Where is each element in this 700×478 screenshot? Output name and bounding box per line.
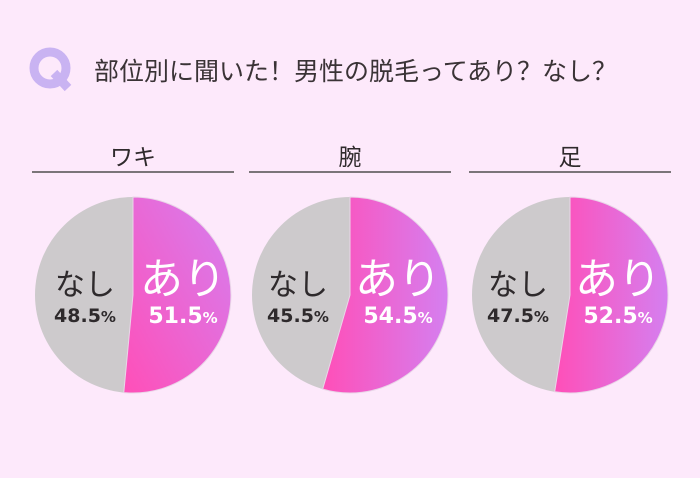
ari-label: あり [575,255,661,305]
ari-slice [554,196,669,394]
nashi-value: 45.5 [267,305,314,327]
divider [32,171,234,173]
divider [469,171,671,173]
pie-chart: なし 45.5% あり 54.5% [250,195,450,395]
ari-value: 52.5 [583,304,638,329]
pie-chart: なし 48.5% あり 51.5% [33,195,233,395]
ari-slice [322,196,449,394]
nashi-label: なし [488,268,548,303]
divider [249,171,451,173]
panel-label: 腕 [338,145,362,171]
nashi-value: 47.5 [487,305,534,327]
q-icon [29,47,72,92]
nashi-value: 48.5 [54,305,101,327]
pie-chart: なし 47.5% あり 52.5% [470,195,670,395]
panel-ashi: 足 なし 47.5% あり 52.5% [469,130,671,400]
question-title: 部位別に聞いた！男性の脱毛ってあり？なし？ [94,57,618,86]
ari-value: 51.5 [148,304,203,329]
ari-slice [123,196,232,394]
ari-value: 54.5 [363,304,418,329]
panel-waki: ワキ なし 48.5% あり 51.5% [32,130,234,400]
panel-label: 足 [558,145,582,171]
ari-label: あり [140,255,226,305]
ari-label: あり [355,255,441,305]
panel-ude: 腕 なし 45.5% あり 54.5% [249,130,451,400]
panel-label: ワキ [110,145,156,171]
nashi-label: なし [55,268,115,303]
nashi-label: なし [268,268,328,303]
